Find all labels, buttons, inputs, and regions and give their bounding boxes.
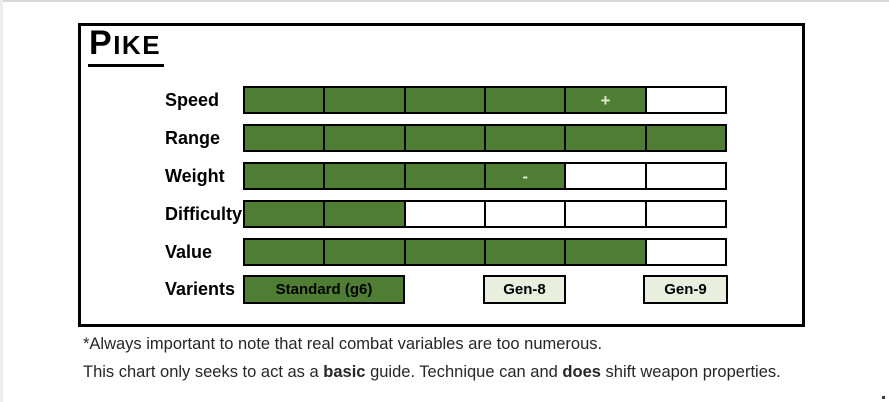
variant-button-standard-g6[interactable]: Standard (g6) [243, 274, 405, 304]
stat-row-value: Value [165, 238, 727, 266]
stat-bar-weight: - [243, 162, 727, 190]
stat-bar-value [243, 238, 727, 266]
segment-difficulty-4 [485, 202, 567, 226]
segment-range-3 [405, 126, 486, 150]
segment-speed-5: + [566, 88, 647, 112]
segment-difficulty-3 [405, 202, 486, 226]
segment-value-1 [245, 240, 326, 264]
stat-label-speed: Speed [165, 89, 220, 110]
segment-range-4 [485, 126, 567, 150]
segment-range-6 [646, 126, 725, 150]
segment-speed-6 [646, 88, 725, 112]
segment-weight-3 [405, 164, 486, 188]
variants-label: Varients [165, 278, 236, 299]
stat-bar-difficulty [243, 200, 727, 228]
stat-row-range: Range [165, 124, 727, 152]
segment-weight-1 [245, 164, 326, 188]
segment-difficulty-5 [566, 202, 647, 226]
variants-button-area: Standard (g6) Gen-8 Gen-9 [243, 274, 728, 304]
footnote-bold-word: does [562, 363, 601, 381]
title-rest: IKE [113, 30, 162, 60]
window-top-edge [0, 0, 889, 2]
stat-bar-speed: + [243, 86, 727, 114]
stat-bar-range [243, 124, 727, 152]
footnote-line-2: This chart only seeks to act as a basic … [83, 358, 781, 386]
stat-label-value: Value [165, 241, 213, 262]
segment-speed-2 [325, 88, 406, 112]
footnote-text-part: guide. Technique can and [365, 363, 563, 381]
segment-difficulty-1 [245, 202, 326, 226]
segment-speed-1 [245, 88, 326, 112]
variant-button-gen-9[interactable]: Gen-9 [643, 274, 728, 304]
segment-speed-3 [405, 88, 486, 112]
stat-label-range: Range [165, 127, 221, 148]
stat-row-difficulty: Difficulty [165, 200, 727, 228]
segment-value-6 [646, 240, 725, 264]
footnote-text-part: This chart only seeks to act as a [83, 363, 324, 381]
footnote: *Always important to note that real comb… [83, 330, 781, 386]
page-title: PIKE [88, 24, 165, 68]
segment-weight-6 [646, 164, 725, 188]
stat-label-weight: Weight [165, 165, 225, 186]
segment-value-3 [405, 240, 486, 264]
stat-row-weight: Weight - [165, 162, 727, 190]
footnote-bold-word: basic [323, 363, 366, 381]
variants-row: Varients Standard (g6) Gen-8 Gen-9 [165, 274, 728, 304]
footnote-text-part: shift weapon properties. [600, 363, 781, 381]
segment-value-5 [566, 240, 647, 264]
segment-weight-4: - [485, 164, 567, 188]
segment-difficulty-6 [646, 202, 725, 226]
segment-difficulty-2 [325, 202, 406, 226]
segment-value-4 [485, 240, 567, 264]
variant-button-gen-8[interactable]: Gen-8 [483, 274, 566, 304]
segment-value-2 [325, 240, 406, 264]
window-left-edge [0, 0, 3, 402]
segment-range-2 [325, 126, 406, 150]
segment-range-5 [566, 126, 647, 150]
segment-weight-5 [566, 164, 647, 188]
stat-label-difficulty: Difficulty [165, 203, 243, 224]
title-first-letter: P [89, 24, 114, 62]
segment-weight-2 [325, 164, 406, 188]
footnote-line-1: *Always important to note that real comb… [83, 335, 603, 353]
screenshot-artifact-dot [882, 396, 885, 399]
segment-range-1 [245, 126, 326, 150]
segment-speed-4 [485, 88, 567, 112]
stat-row-speed: Speed + [165, 86, 727, 114]
